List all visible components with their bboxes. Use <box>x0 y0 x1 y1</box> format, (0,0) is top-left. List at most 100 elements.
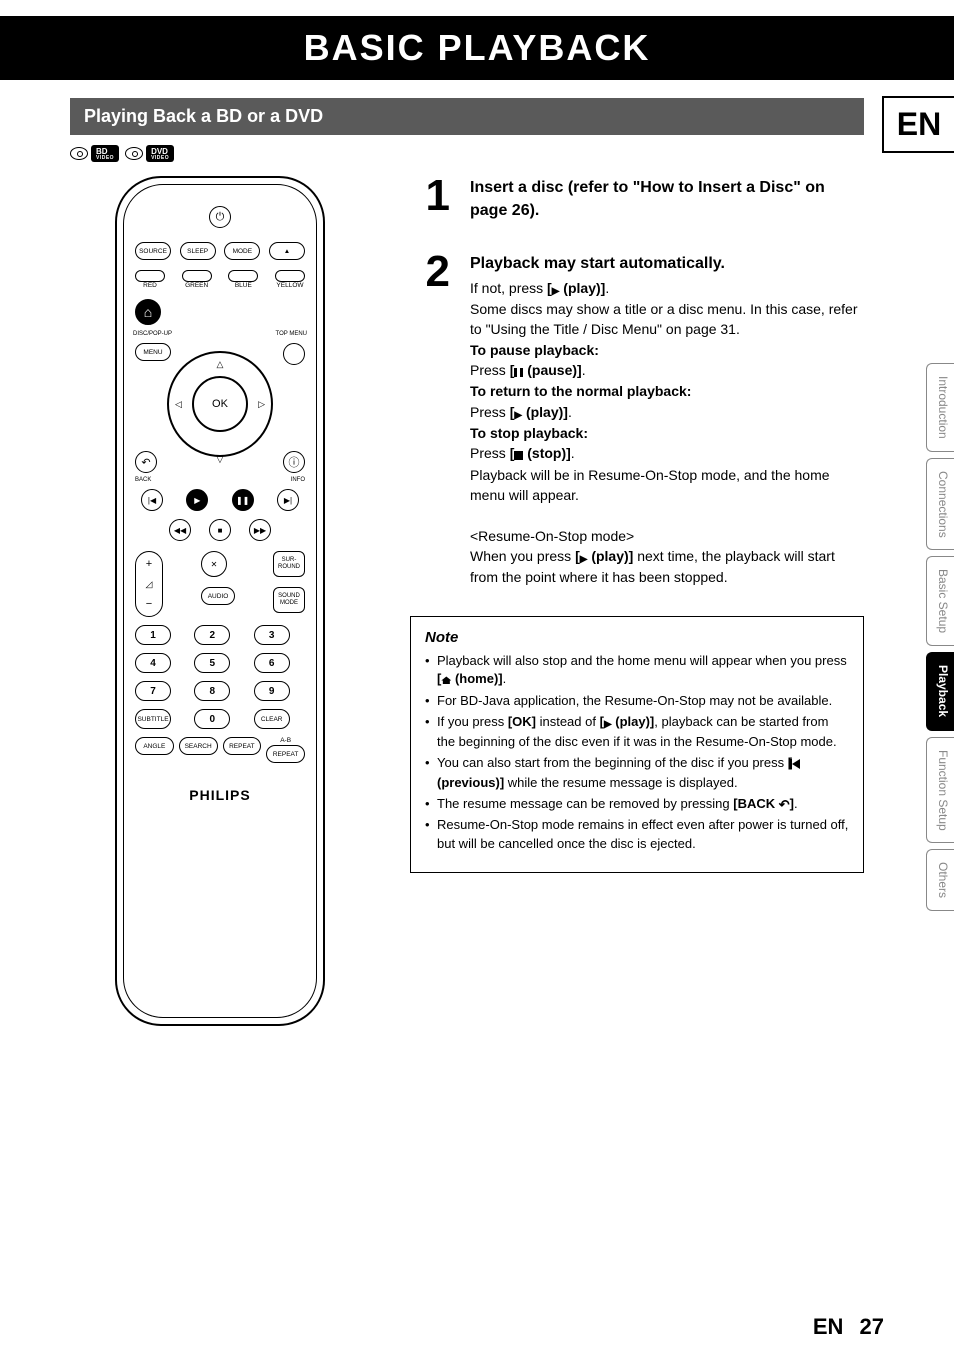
num-4-button[interactable]: 4 <box>135 653 171 673</box>
green-button[interactable] <box>182 270 212 282</box>
red-button[interactable] <box>135 270 165 282</box>
txt: (play)] <box>587 548 633 564</box>
clear-button[interactable]: CLEAR <box>254 709 290 729</box>
next-button[interactable]: ▶| <box>277 489 299 511</box>
txt: (pause)] <box>523 362 581 378</box>
numpad: 1 2 3 4 5 6 7 8 9 <box>135 625 305 701</box>
txt: . <box>582 362 586 378</box>
dvd-badge: DVDVIDEO <box>125 145 174 162</box>
sub-heading: To stop playback: <box>470 423 864 443</box>
txt: (home)] <box>451 671 502 686</box>
vol-minus[interactable]: − <box>146 598 152 610</box>
sleep-button[interactable]: SLEEP <box>180 242 216 260</box>
tab-function-setup[interactable]: Function Setup <box>926 737 954 844</box>
blue-button[interactable] <box>228 270 258 282</box>
num-2-button[interactable]: 2 <box>194 625 230 645</box>
top-menu-button[interactable] <box>283 343 305 365</box>
sub-heading: To pause playback: <box>470 340 864 360</box>
source-button[interactable]: SOURCE <box>135 242 171 260</box>
angle-button[interactable]: ANGLE <box>135 737 174 755</box>
txt: (stop)] <box>523 445 570 461</box>
tab-introduction[interactable]: Introduction <box>926 363 954 452</box>
tab-connections[interactable]: Connections <box>926 458 954 551</box>
bd-badge: BDVIDEO <box>70 145 119 162</box>
blue-label: BLUE <box>228 282 258 289</box>
note-item: You can also start from the beginning of… <box>425 754 849 793</box>
note-list: Playback will also stop and the home men… <box>425 652 849 854</box>
ab-repeat-button[interactable]: REPEAT <box>266 745 305 763</box>
zero-button[interactable]: 0 <box>194 709 230 729</box>
step-line: <Resume-On-Stop mode> <box>470 526 864 546</box>
prev-button[interactable]: |◀ <box>141 489 163 511</box>
step-line: Press [ (stop)]. <box>470 443 864 464</box>
txt: Playback will also stop and the home men… <box>437 653 847 668</box>
play-button[interactable]: ▶ <box>186 489 208 511</box>
audio-button[interactable]: AUDIO <box>201 587 235 605</box>
note-box: Note Playback will also stop and the hom… <box>410 616 864 873</box>
num-6-button[interactable]: 6 <box>254 653 290 673</box>
back-icon <box>779 796 790 815</box>
soundmode-button[interactable]: SOUND MODE <box>273 587 305 613</box>
step-2: 2 Playback may start automatically. If n… <box>410 252 864 587</box>
txt: You can also start from the beginning of… <box>437 755 788 770</box>
volume-button[interactable]: + ◿ − <box>135 551 163 617</box>
vol-plus[interactable]: + <box>146 558 152 570</box>
down-arrow[interactable]: ▽ <box>217 454 224 465</box>
stop-button[interactable]: ■ <box>209 519 231 541</box>
tab-playback[interactable]: Playback <box>926 652 954 730</box>
forward-button[interactable]: ▶▶ <box>249 519 271 541</box>
rewind-button[interactable]: ◀◀ <box>169 519 191 541</box>
txt: Press <box>470 445 510 461</box>
search-button[interactable]: SEARCH <box>179 737 218 755</box>
step-number: 2 <box>410 252 450 587</box>
repeat-button[interactable]: REPEAT <box>223 737 262 755</box>
yellow-button[interactable] <box>275 270 305 282</box>
tab-others[interactable]: Others <box>926 849 954 911</box>
back-button[interactable]: ↶ <box>135 451 157 473</box>
remote-diagram: ⏻ SOURCE SLEEP MODE ▲ RED GREEN BLUE YEL… <box>115 176 325 1026</box>
txt: If you press <box>437 714 508 729</box>
play-icon <box>604 714 612 733</box>
up-arrow[interactable]: △ <box>217 359 224 370</box>
pause-icon <box>514 361 523 381</box>
step-line: Some discs may show a title or a disc me… <box>470 299 864 340</box>
left-arrow[interactable]: ◁ <box>175 399 182 410</box>
txt: . <box>503 671 507 686</box>
dvd-sublabel: VIDEO <box>151 156 169 161</box>
green-label: GREEN <box>182 282 212 289</box>
footer-page: 27 <box>860 1314 884 1339</box>
mode-button[interactable]: MODE <box>224 242 260 260</box>
num-9-button[interactable]: 9 <box>254 681 290 701</box>
num-3-button[interactable]: 3 <box>254 625 290 645</box>
txt: (play)] <box>559 280 605 296</box>
surround-button[interactable]: SUR- ROUND <box>273 551 305 577</box>
menu-button[interactable]: MENU <box>135 343 171 361</box>
num-8-button[interactable]: 8 <box>194 681 230 701</box>
home-button[interactable]: ⌂ <box>135 299 161 325</box>
power-button[interactable]: ⏻ <box>209 206 231 228</box>
pause-button[interactable]: ❚❚ <box>232 489 254 511</box>
txt: (previous)] <box>437 775 504 790</box>
step-1: 1 Insert a disc (refer to "How to Insert… <box>410 176 864 224</box>
num-7-button[interactable]: 7 <box>135 681 171 701</box>
step-line: If not, press [ (play)]. <box>470 278 864 300</box>
tab-basic-setup[interactable]: Basic Setup <box>926 556 954 646</box>
ok-button[interactable]: OK <box>192 376 248 432</box>
num-1-button[interactable]: 1 <box>135 625 171 645</box>
right-arrow[interactable]: ▷ <box>258 399 265 410</box>
num-5-button[interactable]: 5 <box>194 653 230 673</box>
note-item: Playback will also stop and the home men… <box>425 652 849 691</box>
info-button[interactable]: ⓘ <box>283 451 305 473</box>
mute-button[interactable]: ✕ <box>201 551 227 577</box>
subtitle-button[interactable]: SUBTITLE <box>135 709 171 729</box>
txt: while the resume message is displayed. <box>504 775 737 790</box>
disc-icon <box>125 147 143 160</box>
txt: If not, press <box>470 280 547 296</box>
disc-popup-label: DISC/POP-UP <box>133 331 172 337</box>
txt: . <box>794 796 798 811</box>
note-item: Resume-On-Stop mode remains in effect ev… <box>425 816 849 854</box>
red-label: RED <box>135 282 165 289</box>
eject-button[interactable]: ▲ <box>269 242 305 260</box>
step-line: When you press [ (play)] next time, the … <box>470 546 864 588</box>
txt: The resume message can be removed by pre… <box>437 796 733 811</box>
